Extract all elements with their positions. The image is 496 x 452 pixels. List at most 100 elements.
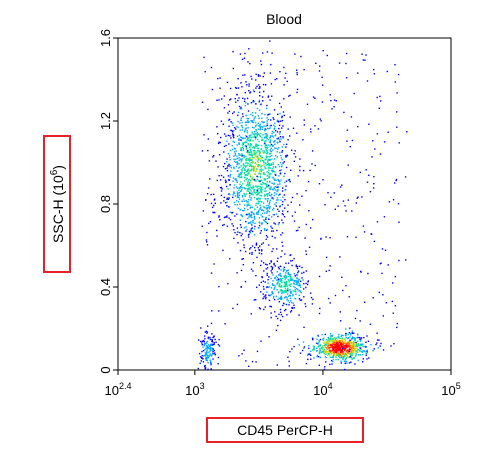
data-point-2126 — [322, 346, 325, 349]
data-point-1980 — [334, 338, 336, 341]
data-point-74 — [245, 155, 247, 158]
data-point-1692 — [294, 279, 296, 282]
data-point-2296 — [336, 341, 339, 344]
data-point-513 — [270, 260, 272, 262]
data-point-1645 — [276, 260, 279, 262]
data-point-2374 — [340, 344, 342, 346]
data-point-2528 — [206, 340, 209, 343]
data-point-1351 — [241, 215, 244, 218]
data-point-2824 — [242, 264, 244, 266]
data-point-1388 — [247, 217, 249, 220]
data-point-2249 — [353, 352, 355, 354]
data-point-2540 — [204, 367, 207, 369]
data-point-2622 — [211, 88, 214, 91]
data-point-1213 — [237, 207, 240, 210]
data-point-73 — [269, 72, 272, 74]
data-point-943 — [245, 81, 247, 83]
data-point-120 — [265, 140, 267, 142]
data-point-947 — [264, 173, 266, 176]
data-point-1672 — [281, 292, 283, 294]
data-point-622 — [250, 228, 252, 230]
data-point-1470 — [282, 268, 285, 270]
data-point-1659 — [276, 317, 279, 320]
data-point-937 — [257, 247, 260, 249]
data-point-2312 — [345, 335, 347, 337]
data-point-22 — [279, 151, 281, 154]
data-point-1598 — [278, 297, 280, 299]
data-point-891 — [257, 193, 260, 195]
data-point-1346 — [261, 212, 264, 215]
data-point-2874 — [365, 54, 367, 56]
data-point-730 — [280, 199, 282, 201]
data-point-911 — [261, 215, 263, 218]
data-point-483 — [279, 112, 281, 115]
data-point-694 — [273, 178, 275, 180]
data-point-2209 — [319, 348, 321, 350]
data-point-852 — [281, 115, 283, 117]
data-point-623 — [282, 162, 284, 164]
data-point-1092 — [264, 195, 266, 197]
data-point-878 — [226, 225, 229, 227]
data-point-273 — [243, 164, 246, 167]
data-point-1554 — [283, 276, 286, 278]
data-point-1336 — [240, 186, 242, 188]
data-point-2820 — [276, 186, 278, 188]
data-point-365 — [238, 159, 240, 161]
data-point-1713 — [264, 281, 266, 283]
data-point-2544 — [208, 355, 210, 357]
data-point-2149 — [341, 350, 343, 352]
data-point-889 — [273, 194, 275, 197]
data-point-166 — [280, 138, 282, 140]
data-point-1725 — [294, 283, 296, 286]
data-point-774 — [273, 192, 276, 194]
data-point-2631 — [396, 322, 398, 325]
data-point-2121 — [327, 343, 329, 345]
data-point-382 — [256, 124, 258, 126]
data-point-875 — [277, 183, 279, 186]
data-point-1984 — [332, 358, 335, 361]
data-point-2669 — [219, 77, 221, 79]
data-point-1488 — [288, 289, 291, 291]
data-point-822 — [208, 160, 211, 162]
data-point-835 — [250, 120, 252, 122]
data-point-146 — [246, 159, 248, 162]
data-point-2415 — [345, 334, 347, 336]
data-point-1134 — [278, 268, 280, 270]
data-point-1688 — [278, 284, 281, 287]
data-point-1640 — [290, 279, 293, 282]
data-point-1810 — [333, 354, 336, 356]
data-point-1119 — [237, 175, 239, 178]
data-point-498 — [285, 180, 288, 182]
data-point-1585 — [291, 264, 293, 267]
data-point-838 — [238, 191, 241, 194]
data-point-1207 — [251, 251, 253, 254]
data-point-1029 — [253, 150, 255, 152]
data-point-1285 — [234, 195, 237, 197]
data-point-669 — [258, 158, 260, 161]
data-point-932 — [247, 121, 249, 124]
data-point-984 — [272, 176, 275, 179]
data-point-1250 — [229, 211, 231, 213]
data-point-714 — [259, 190, 262, 192]
data-point-2560 — [211, 339, 213, 341]
data-point-656 — [270, 135, 272, 137]
data-point-2532 — [202, 355, 204, 357]
data-point-2617 — [346, 236, 349, 238]
data-point-2479 — [204, 335, 206, 337]
data-point-493 — [253, 191, 255, 194]
data-point-1022 — [255, 204, 257, 206]
data-point-2639 — [219, 87, 221, 89]
data-point-751 — [257, 202, 259, 205]
data-point-2806 — [376, 221, 379, 223]
data-point-2422 — [358, 344, 360, 347]
data-point-1377 — [296, 193, 298, 195]
data-point-1268 — [252, 166, 255, 168]
data-point-1910 — [339, 355, 342, 357]
data-point-245 — [260, 183, 262, 185]
data-point-824 — [233, 167, 235, 170]
data-point-2485 — [206, 350, 208, 352]
data-point-2377 — [339, 340, 341, 342]
data-point-1567 — [284, 269, 286, 271]
data-point-104 — [229, 159, 231, 161]
data-point-453 — [267, 114, 269, 116]
